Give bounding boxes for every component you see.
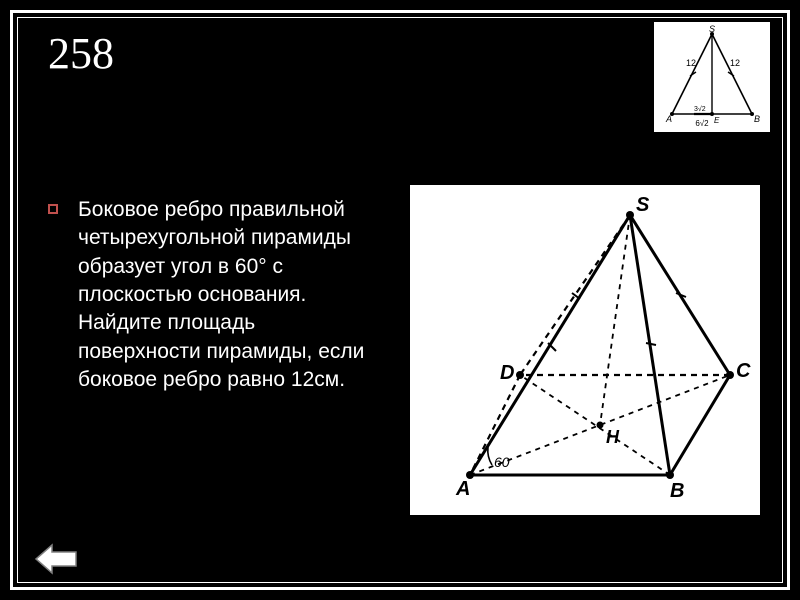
problem-text: Боковое ребро правильной четырехугольной…: [78, 196, 368, 394]
bullet-icon: [48, 204, 58, 214]
thumb-right-label: B: [754, 114, 760, 124]
angle-label: 60: [494, 454, 510, 470]
label-H: H: [606, 427, 620, 447]
thumb-foot-label: E: [714, 116, 720, 125]
thumb-edge-left: 12: [686, 58, 696, 68]
thumb-seg-small: 3√2: [694, 105, 706, 113]
label-C: C: [736, 360, 751, 382]
slide-number: 258: [48, 28, 114, 79]
back-arrow-icon[interactable]: [34, 542, 78, 576]
label-S: S: [636, 194, 650, 216]
thumb-base-full: 6√2: [695, 119, 709, 128]
thumb-edge-right: 12: [730, 58, 740, 68]
thumb-apex-label: S: [709, 24, 715, 34]
label-A: A: [455, 478, 470, 500]
thumbnail-diagram: S A B E 12 12 3√2 6√2: [654, 22, 770, 132]
pyramid-figure: S A B C D H 60: [410, 185, 760, 515]
label-D: D: [500, 362, 514, 384]
label-B: B: [670, 480, 684, 502]
thumb-left-label: A: [665, 114, 672, 124]
